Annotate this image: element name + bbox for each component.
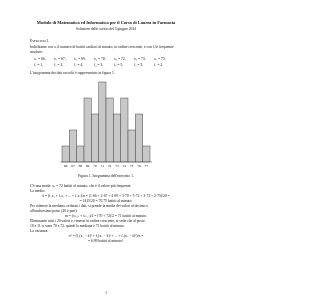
table-cell: x₁ = 66, — [34, 57, 46, 61]
body-line: = 1415/20 = 70,75 battiti al minuto. — [79, 199, 133, 203]
body-line: 10 e 11 ci sono 70 e 72, quindi la media… — [30, 224, 125, 228]
x-tick-label: 77 — [145, 164, 149, 168]
subtitle: Soluzioni dello scritto del 3 giugno 201… — [75, 27, 137, 31]
page-number: 1 — [105, 291, 107, 295]
bar — [135, 113, 143, 163]
bar — [98, 81, 107, 163]
body-line: Per ottenere la mediana, ordinati i dati… — [30, 204, 149, 208]
body-line: La varianza: — [30, 229, 49, 233]
x-tick-label: 76 — [137, 164, 141, 168]
title: Modulo di Matematica ed Informatica per … — [36, 20, 176, 25]
intro: Indichiamo con xᵢ il numero di battiti c… — [30, 45, 174, 54]
table-cell: x₂ = 67, — [54, 57, 66, 61]
table-cell: x₇ = 75, — [154, 57, 166, 61]
table-cell: x₃ = 69, — [74, 57, 86, 61]
x-tick-label: 70 — [93, 164, 97, 168]
heading: Esercizio 1. — [30, 39, 50, 43]
page: Modulo di Matematica ed Informatica per … — [30, 20, 182, 295]
bar — [61, 145, 70, 163]
body-line: x̄ = (f₁x₁ + f₂x₂ + ... + f₇x₇)/n = (1·6… — [42, 194, 170, 198]
table: x₁ = 66, x₂ = 67, x₃ = 69, x₄ = 70, x₅ = 72,… — [34, 57, 174, 68]
x-tick-label: 67 — [71, 164, 75, 168]
body-line: σ² = (f₁(x₁ − x̄)² + f₂(x₂ − x̄)² + ... … — [68, 234, 144, 238]
bar — [83, 97, 92, 163]
x-tick-label: 68 — [79, 164, 83, 168]
body-line: all'undicesimo posto (20 è pari): — [30, 209, 78, 213]
bar — [105, 97, 114, 163]
x-tick-label: 75 — [130, 164, 134, 168]
table-row: f₁ = 1, f₂ = 2, f₃ = 4, f₄ = 3, f₅ = 5, f₆ = … — [34, 63, 174, 69]
x-tick-label: 71 — [101, 164, 105, 168]
table-cell: f₆ = 3, — [134, 62, 144, 67]
x-tick-label: 66 — [64, 164, 68, 168]
histogram: 66 67 68 69 70 71 72 73 74 75 76 77 — [60, 81, 152, 168]
body: C'è una moda: x₅ = 72 battiti al minuto,… — [30, 184, 182, 244]
table-cell: x₆ = 73, — [134, 57, 146, 61]
bar — [113, 113, 121, 163]
table-cell: f₅ = 5, — [114, 62, 124, 67]
x-tick-label: 72 — [108, 164, 112, 168]
table-cell: f₇ = 2. — [154, 62, 164, 67]
body-line: = 6,99 battiti al minuto². — [88, 239, 124, 243]
table-cell: x₅ = 72, — [114, 57, 126, 61]
body-line: Eliminando tutti i 20 valori e, rimessi … — [30, 219, 145, 223]
x-tick-label: 74 — [123, 164, 127, 168]
x-tick-label: 69 — [86, 164, 90, 168]
body-line: C'è una moda: x₅ = 72 battiti al minuto,… — [30, 184, 132, 188]
figure-intro: L'istogramma dei dati raccolti è rappres… — [30, 71, 115, 75]
table-cell: f₃ = 4, — [74, 62, 84, 67]
bar — [76, 145, 85, 163]
bar — [69, 129, 77, 163]
bar — [120, 97, 129, 163]
table-cell: x₄ = 70, — [94, 57, 106, 61]
table-cell: f₁ = 1, — [34, 62, 44, 67]
bar — [127, 129, 136, 163]
x-tick-label: 73 — [115, 164, 119, 168]
table-cell: f₂ = 2, — [54, 62, 64, 67]
body-line: La media: — [30, 189, 45, 193]
bar — [91, 113, 99, 163]
table-cell: f₄ = 3, — [94, 62, 104, 67]
caption: Figura 1. Istogramma dell'esercizio 1. — [78, 174, 134, 178]
body-line: m = (x₍₁₀₎ + x₍₁₁₎)/2 = (70 + 72)/2 = 71… — [64, 214, 148, 218]
bar — [142, 145, 151, 163]
table-row: x₁ = 66, x₂ = 67, x₃ = 69, x₄ = 70, x₅ = 72,… — [34, 57, 174, 63]
